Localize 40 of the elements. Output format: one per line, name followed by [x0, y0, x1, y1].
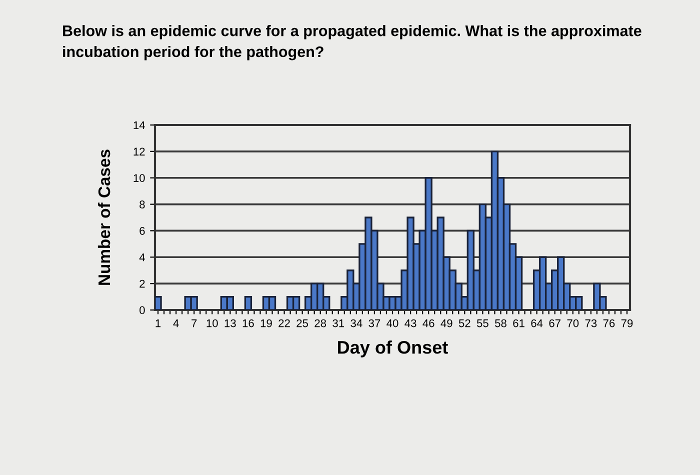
x-tick-label: 4 — [173, 319, 179, 328]
y-tick-label: 10 — [134, 174, 145, 182]
x-tick-label: 25 — [296, 319, 308, 328]
chart-title: Below is an epidemic curve for a propagated epidemic. What is the approximate incubation period for the pathogen? — [63, 25, 642, 60]
y-axis-title: Number of Cases — [98, 150, 110, 285]
y-tick-label: 8 — [140, 200, 145, 208]
x-tick-label: 46 — [422, 319, 434, 328]
y-tick-label: 12 — [134, 148, 145, 156]
x-tick-label: 70 — [567, 319, 579, 328]
y-tick-label: 4 — [139, 254, 145, 262]
x-tick-label: 22 — [278, 319, 290, 328]
x-tick-label: 76 — [603, 319, 615, 328]
x-tick-label: 13 — [224, 319, 236, 328]
x-tick-label: 67 — [549, 319, 560, 328]
bar — [244, 296, 252, 310]
x-tick-label: 58 — [494, 319, 506, 328]
x-tick-label: 73 — [585, 319, 597, 328]
y-tick-label: 14 — [134, 121, 145, 130]
x-tick-label: 43 — [404, 319, 416, 328]
x-tick-label: 10 — [206, 319, 218, 328]
x-tick-label: 19 — [260, 319, 272, 328]
y-tick-label: 6 — [140, 226, 145, 235]
x-tick-label: 64 — [531, 319, 543, 328]
y-tick-label: 0 — [140, 306, 145, 314]
x-tick-label: 49 — [440, 319, 452, 328]
y-tick-label: 2 — [140, 280, 145, 288]
x-tick-label: 31 — [332, 319, 344, 328]
x-tick-label: 79 — [621, 319, 633, 328]
x-tick-label: 16 — [242, 319, 254, 328]
x-tick-label: 40 — [386, 319, 398, 328]
x-tick-label: 61 — [513, 319, 524, 328]
bar — [155, 296, 162, 310]
x-axis-title: Day of Onset — [338, 340, 448, 358]
x-tick-label: 52 — [458, 319, 470, 328]
x-tick-label: 7 — [192, 319, 197, 328]
x-tick-label: 28 — [314, 319, 326, 328]
x-tick-label: 37 — [368, 319, 380, 328]
x-tick-label: 55 — [476, 319, 488, 328]
x-tick-label: 1 — [156, 319, 161, 328]
x-tick-label: 34 — [350, 319, 362, 328]
